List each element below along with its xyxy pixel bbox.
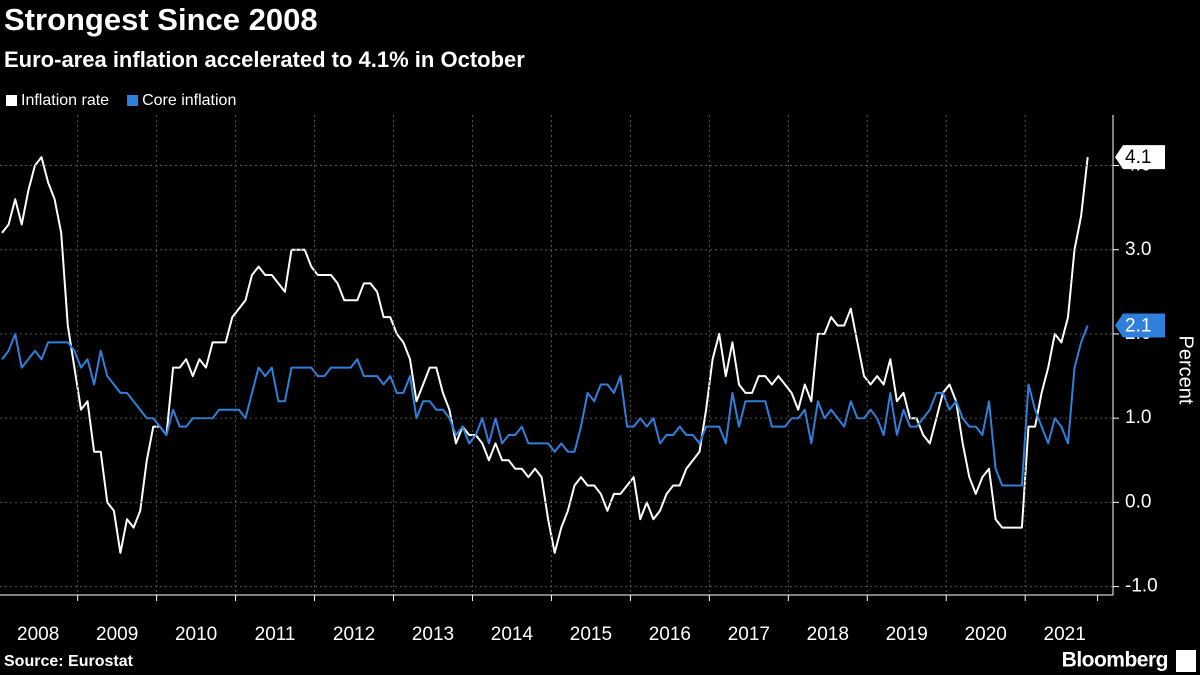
x-tick-label: 2017 (728, 624, 770, 645)
brand: Bloomberg (1062, 649, 1168, 672)
legend-label: Core inflation (142, 92, 236, 109)
end-label: 2.1 (1125, 316, 1151, 337)
x-tick-label: 2008 (17, 624, 59, 645)
x-tick-label: 2015 (570, 624, 612, 645)
y-tick-label: -1.0 (1125, 576, 1158, 597)
y-axis-label: Percent (1175, 336, 1197, 405)
x-tick-label: 2021 (1044, 624, 1086, 645)
x-tick-label: 2011 (255, 624, 296, 645)
source: Source: Eurostat (4, 653, 134, 670)
x-tick-label: 2013 (412, 624, 454, 645)
x-tick-label: 2010 (175, 624, 217, 645)
y-tick-label: 0.0 (1125, 491, 1151, 512)
y-tick-label: 1.0 (1125, 407, 1151, 428)
y-tick-label: 3.0 (1125, 239, 1151, 260)
chart-title: Strongest Since 2008 (4, 2, 318, 37)
line-series (1, 156, 1089, 554)
x-tick-label: 2016 (649, 624, 691, 645)
brand-icon (1176, 650, 1196, 672)
end-label-box (1115, 145, 1165, 170)
x-tick-label: 2012 (333, 624, 375, 645)
x-tick-label: 2018 (807, 624, 849, 645)
x-tick-label: 2009 (96, 624, 138, 645)
x-tick-label: 2019 (886, 624, 928, 645)
legend-swatch (6, 95, 17, 106)
x-tick-label: 2014 (491, 624, 534, 645)
chart-subtitle: Euro-area inflation accelerated to 4.1% … (4, 47, 525, 72)
legend-swatch (127, 95, 139, 106)
x-tick-label: 2020 (965, 624, 1007, 645)
end-label: 4.1 (1125, 147, 1151, 168)
legend-label: Inflation rate (21, 92, 109, 109)
end-label-box (1115, 313, 1165, 338)
